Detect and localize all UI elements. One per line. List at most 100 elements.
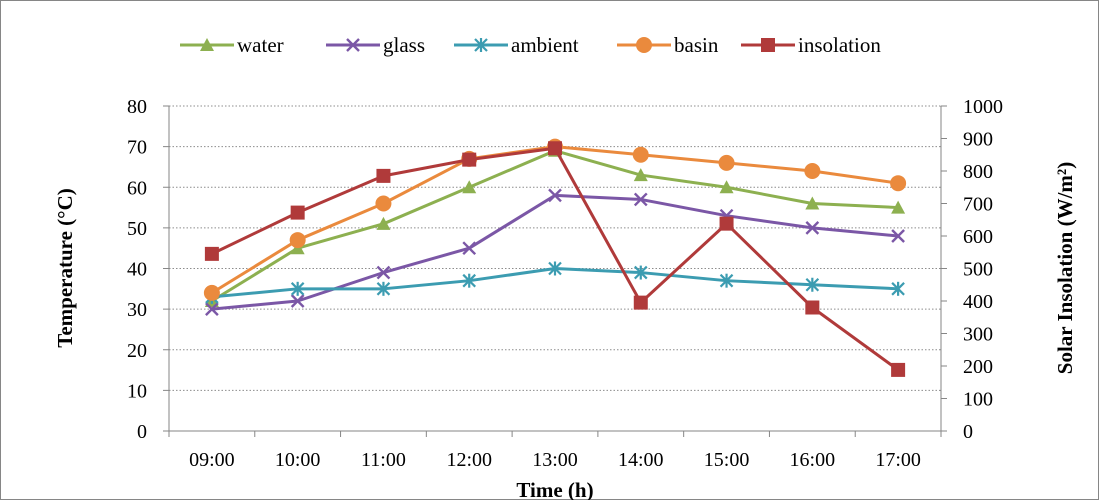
x-tick-label: 09:00 [189, 449, 235, 471]
data-point [203, 284, 220, 301]
data-point [290, 205, 305, 220]
data-point [891, 362, 906, 377]
y-tick-label: 10 [127, 380, 147, 402]
marker-stroke [891, 229, 905, 243]
legend-item-basin: basin [617, 33, 719, 57]
data-point [462, 180, 477, 194]
data-point [891, 281, 905, 296]
marker-stroke [346, 38, 360, 52]
legend-item-insolation: insolation [741, 33, 881, 57]
y2-tick-label: 500 [963, 259, 993, 281]
legend-marker [636, 37, 652, 53]
data-point [718, 154, 735, 171]
data-point [548, 141, 562, 156]
y-tick-label: 50 [127, 218, 147, 240]
marker-stroke [205, 302, 219, 316]
x-tick-label: 17:00 [875, 449, 921, 471]
data-point [633, 192, 648, 207]
tick-labels: 0102030405060708001002003004005006007008… [127, 96, 1003, 471]
y-tick-label: 30 [127, 299, 147, 321]
x-tick-label: 12:00 [446, 449, 492, 471]
x-axis-title: Time (h) [516, 478, 593, 500]
series-ambient [205, 261, 905, 304]
axes [163, 105, 947, 437]
data-point [290, 281, 305, 296]
y2-tick-label: 600 [963, 226, 993, 248]
data-point [804, 163, 821, 179]
y-tick-label: 40 [127, 259, 147, 281]
data-point [805, 277, 820, 292]
y-tick-label: 60 [127, 177, 147, 199]
data-point [891, 229, 905, 243]
y2-tick-label: 0 [963, 421, 973, 443]
data-point [205, 302, 219, 316]
y2-tick-label: 1000 [963, 96, 1003, 118]
marker-stroke [290, 294, 305, 308]
legend-marker [200, 38, 214, 51]
legend-label: basin [674, 33, 719, 57]
y2-tick-label: 700 [963, 194, 993, 216]
data-point [633, 265, 648, 280]
y2-axis-title: Solar Insolation (W/m²) [1053, 162, 1077, 374]
y2-tick-label: 400 [963, 291, 993, 313]
y-tick-label: 0 [137, 421, 147, 443]
data-point [376, 281, 391, 296]
y2-tick-label: 300 [963, 324, 993, 346]
marker-stroke [376, 265, 391, 280]
data-point [891, 200, 906, 214]
marker-stroke [805, 221, 820, 235]
marker-stroke [462, 241, 477, 256]
data-point [805, 196, 820, 210]
data-point [289, 232, 306, 249]
legend-label: glass [383, 33, 425, 57]
y2-tick-label: 200 [963, 356, 993, 378]
y-axis-title: Temperature (°C) [53, 188, 77, 347]
series-layer [203, 138, 907, 377]
data-point [375, 195, 392, 212]
legend: water glass ambient basin insolation [180, 33, 881, 57]
data-point [633, 295, 648, 310]
data-point [548, 261, 562, 276]
y-tick-label: 80 [127, 96, 147, 118]
marker-stroke [548, 188, 562, 203]
legend-label: water [237, 33, 284, 57]
x-tick-label: 16:00 [790, 449, 836, 471]
x-tick-label: 10:00 [275, 449, 321, 471]
data-point [805, 221, 820, 235]
y2-tick-label: 900 [963, 129, 993, 151]
legend-marker [761, 38, 775, 52]
legend-item-water: water [180, 33, 284, 57]
x-tick-label: 14:00 [618, 449, 664, 471]
data-point [890, 175, 907, 192]
data-point [376, 168, 391, 183]
data-point [633, 168, 648, 182]
data-point [632, 146, 649, 163]
data-point [462, 241, 477, 256]
x-tick-label: 11:00 [361, 449, 406, 471]
series-line [211, 146, 899, 372]
legend-marker [346, 38, 360, 52]
data-point [719, 273, 734, 288]
data-point [204, 246, 219, 261]
data-point [719, 180, 734, 194]
data-point [462, 273, 477, 288]
series-basin [203, 138, 907, 301]
data-point [719, 216, 734, 231]
data-point [376, 216, 391, 230]
legend-item-glass: glass [326, 33, 425, 57]
y2-tick-label: 100 [963, 389, 993, 411]
y2-tick-label: 800 [963, 161, 993, 183]
legend-marker [474, 38, 488, 52]
data-point [805, 300, 820, 315]
y-tick-label: 70 [127, 137, 147, 159]
x-tick-label: 15:00 [704, 449, 750, 471]
series-insolation [204, 141, 906, 377]
x-tick-label: 13:00 [532, 449, 578, 471]
data-point [548, 188, 562, 203]
legend-item-ambient: ambient [454, 33, 579, 57]
marker-stroke [633, 192, 648, 207]
legend-label: ambient [511, 33, 579, 57]
data-point [462, 152, 477, 167]
